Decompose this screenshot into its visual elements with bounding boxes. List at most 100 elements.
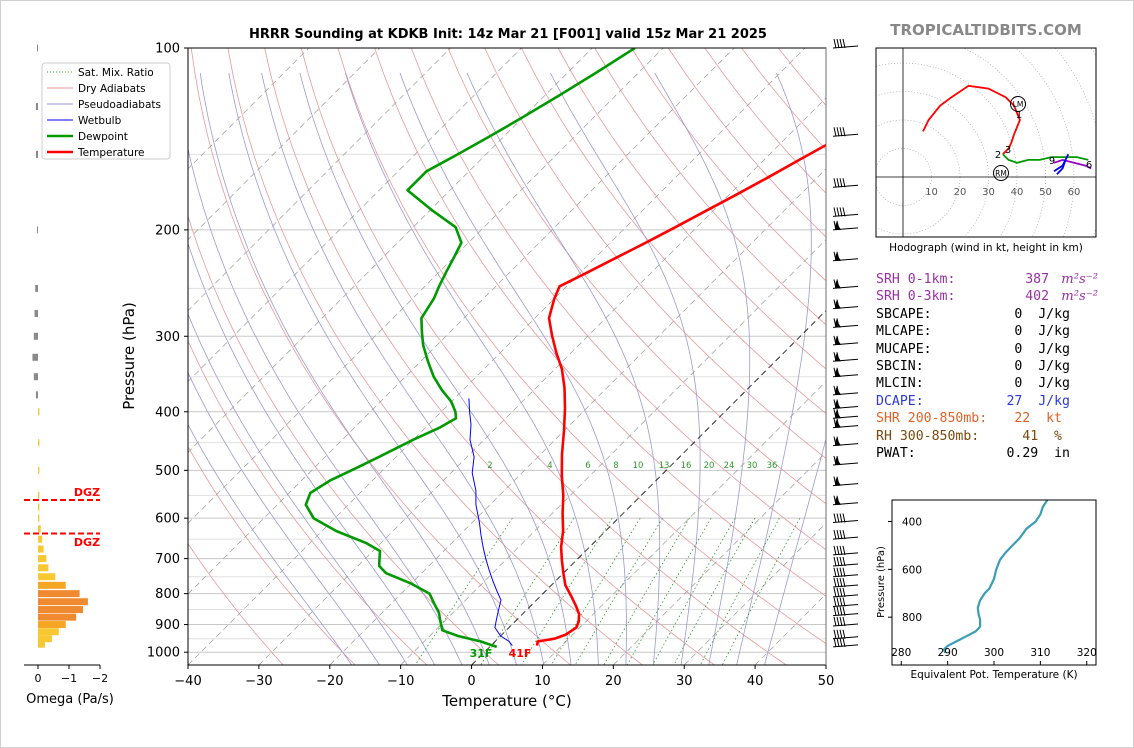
barb-feather [833,616,837,627]
mixing-ratio-label: 2 [487,461,492,471]
omega-bar [37,226,38,234]
omega-bar [38,640,45,648]
storm-motion-label: RM [995,169,1007,178]
isotherm [188,48,735,595]
barb-feather [842,207,846,217]
barb-feather [833,513,837,523]
stat-number: 41 [1022,428,1039,444]
stat-unit: J/kg [1030,306,1070,322]
x-tick-label: −10 [387,674,414,689]
barb-pennant [835,477,841,486]
omega-bar [38,590,80,598]
wind-barb [832,213,859,217]
barb-feather [833,577,837,588]
stat-label: SRH 0-1km: [876,272,956,287]
barb-feather [842,577,846,588]
omega-bar [38,408,40,416]
omega-bar [38,525,41,533]
mixing-ratio-line [574,517,663,665]
stat-label: MLCAPE: [876,324,932,340]
dry-adiabat [374,48,826,597]
omega-bar [38,613,77,621]
barb-pennant [835,457,841,466]
storm-motion-label: LM [1013,100,1024,109]
barb-feather [839,606,843,616]
legend-label: Dewpoint [78,131,128,143]
mixing-ratio-line [521,517,613,665]
barb-feather [833,606,837,616]
omega-bar [38,491,40,499]
barb-feather [842,637,846,648]
stat-unit: J/kg [1030,341,1070,357]
stat-row: MUCAPE: 0 J/kg [876,342,1106,360]
barb-feather [836,597,840,607]
isotherm [613,451,826,665]
stat-label: SRH 0-3km: [876,289,956,305]
barb-pennant [835,437,841,446]
mixing-ratio-label: 36 [767,461,778,471]
hodograph-height-label: 9 [1049,156,1055,167]
stat-value: 0.29 in [1006,446,1070,461]
mixing-ratio-label: 8 [613,461,618,471]
omega-bar [38,621,66,629]
x-tick-label: 0 [467,674,475,689]
stat-unit: J/kg [1030,393,1070,409]
barb-pennant [835,368,841,377]
barb-feather [839,577,843,588]
stat-number: 0 [1014,341,1023,357]
hodograph-frame [875,47,1097,238]
barb-feather [836,530,840,540]
barb-feather [833,207,837,217]
hodograph-height-label: 6 [1086,160,1092,171]
barb-feather [836,127,840,137]
isotherm [258,97,826,665]
theta-e-frame [891,499,1097,666]
barb-feather [839,637,843,648]
barb-feather [836,587,840,598]
hodograph-ring-label: 40 [1011,187,1024,198]
barb-feather [839,597,843,607]
barb-feather [839,513,843,523]
stat-label: RH 300-850mb: [876,428,980,444]
chart-title: HRRR Sounding at KDKB Init: 14z Mar 21 [… [249,27,767,42]
barb-feather [842,178,846,188]
barb-feather [839,178,843,188]
barb-pennant [835,353,841,362]
barb-feather [836,616,840,627]
wind-barb [832,184,859,188]
barb-pennant [835,419,841,428]
pseudoadiabat [228,72,517,665]
legend-box [41,62,171,160]
stat-number: 22 [1014,411,1031,427]
stat-number: 27 [1006,393,1023,409]
mixing-ratio-line [721,518,801,665]
hodograph-ring-label: 20 [954,187,967,198]
mixing-ratio-line [414,517,513,665]
barb-feather [842,606,846,616]
stat-unit: m²s⁻² [1057,272,1098,287]
dry-adiabat [188,543,284,665]
stat-number: 402 [1025,289,1050,305]
omega-bar [33,373,38,381]
stat-value: 22 kt [1014,411,1062,426]
stat-unit: J/kg [1030,376,1070,392]
barb-pennant [835,336,841,345]
x-tick-label: −40 [174,674,201,689]
stat-unit: % [1046,428,1062,444]
stat-unit: J/kg [1030,324,1070,340]
mixing-ratio-label: 10 [633,461,644,471]
barb-feather [833,567,837,577]
omega-bar [35,103,38,111]
omega-x-tick-label: −2 [92,672,108,685]
barb-feather [836,556,840,567]
dry-adiabat [188,339,428,665]
wind-barb [832,552,859,556]
dry-adiabat [337,48,826,645]
omega-bar [38,466,40,474]
stat-label: SBCAPE: [876,306,932,322]
barb-feather [836,545,840,555]
barb-feather [842,38,846,49]
mixing-ratio-line [699,518,780,665]
omega-bar [37,44,38,52]
y-tick-label: 900 [155,618,180,633]
